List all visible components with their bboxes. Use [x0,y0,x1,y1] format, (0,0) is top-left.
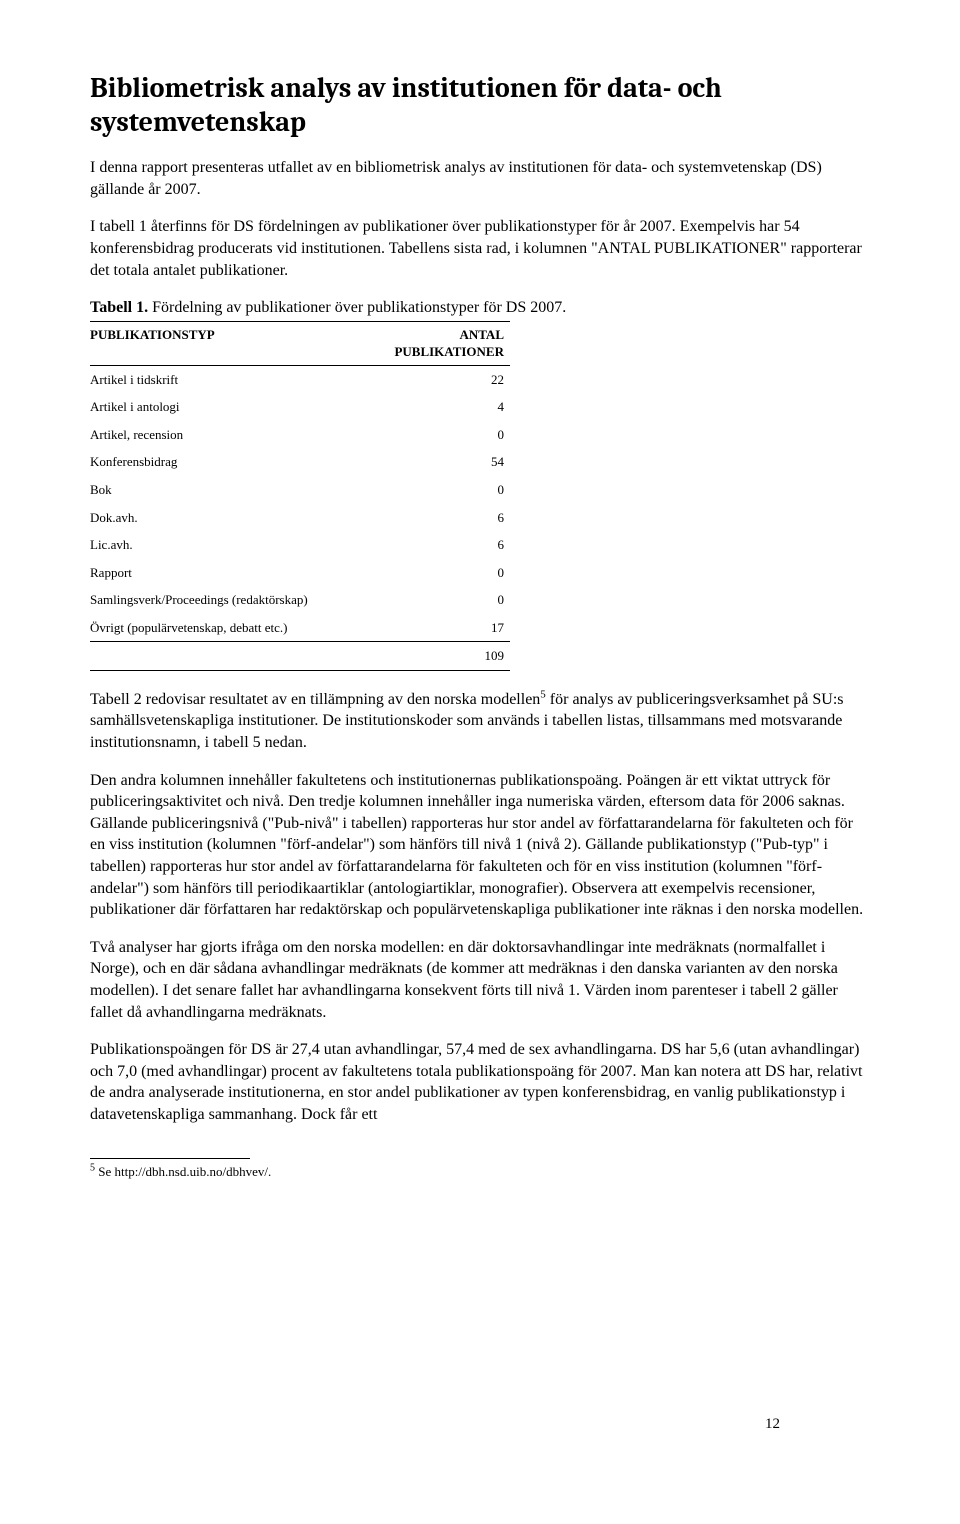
cell-value: 6 [367,531,510,559]
cell-label: Samlingsverk/Proceedings (redaktörskap) [90,586,367,614]
paragraph: Den andra kolumnen innehåller fakulteten… [90,770,870,921]
table-row: Lic.avh.6 [90,531,510,559]
cell-value: 17 [367,614,510,642]
footnote-separator [90,1158,250,1159]
cell-label: Lic.avh. [90,531,367,559]
paragraph: Tabell 2 redovisar resultatet av en till… [90,689,870,754]
cell-value: 0 [367,476,510,504]
page-title: Bibliometrisk analys av institutionen fö… [90,72,870,139]
paragraph: Publikationspoängen för DS är 27,4 utan … [90,1039,870,1125]
table-caption: Tabell 1. Fördelning av publikationer öv… [90,297,870,319]
caption-text: Fördelning av publikationer över publika… [148,299,566,316]
cell-label [90,642,367,671]
table-total-row: 109 [90,642,510,671]
cell-total: 109 [367,642,510,671]
cell-label: Konferensbidrag [90,448,367,476]
cell-label: Rapport [90,559,367,587]
paragraph: I tabell 1 återfinns för DS fördelningen… [90,216,870,281]
footnote-text: Se http://dbh.nsd.uib.no/dbhvev/. [95,1164,271,1179]
paragraph: I denna rapport presenteras utfallet av … [90,157,870,200]
paragraph: Två analyser har gjorts ifråga om den no… [90,937,870,1023]
cell-value: 54 [367,448,510,476]
table-row: Artikel i antologi4 [90,393,510,421]
table-row: Samlingsverk/Proceedings (redaktörskap)0 [90,586,510,614]
cell-value: 0 [367,586,510,614]
table-row: Artikel, recension0 [90,421,510,449]
cell-label: Artikel, recension [90,421,367,449]
cell-value: 0 [367,421,510,449]
col-header-count: ANTAL PUBLIKATIONER [367,321,510,365]
cell-value: 6 [367,504,510,532]
table-row: Dok.avh.6 [90,504,510,532]
cell-label: Bok [90,476,367,504]
cell-value: 4 [367,393,510,421]
cell-value: 22 [367,365,510,393]
cell-label: Övrigt (populärvetenskap, debatt etc.) [90,614,367,642]
cell-value: 0 [367,559,510,587]
col-header-line1: ANTAL [459,327,504,342]
table-header-row: PUBLIKATIONSTYP ANTAL PUBLIKATIONER [90,321,510,365]
caption-label: Tabell 1. [90,299,148,316]
table-row: Övrigt (populärvetenskap, debatt etc.)17 [90,614,510,642]
text: Tabell 2 redovisar resultatet av en till… [90,691,540,708]
table-row: Artikel i tidskrift22 [90,365,510,393]
table-row: Konferensbidrag54 [90,448,510,476]
table-row: Rapport0 [90,559,510,587]
footnote: 5 Se http://dbh.nsd.uib.no/dbhvev/. [90,1163,870,1181]
cell-label: Artikel i tidskrift [90,365,367,393]
col-header-type: PUBLIKATIONSTYP [90,321,367,365]
cell-label: Artikel i antologi [90,393,367,421]
page-number: 12 [765,1414,780,1434]
col-header-line2: PUBLIKATIONER [394,344,504,359]
table-row: Bok0 [90,476,510,504]
cell-label: Dok.avh. [90,504,367,532]
publication-table: PUBLIKATIONSTYP ANTAL PUBLIKATIONER Arti… [90,321,510,671]
